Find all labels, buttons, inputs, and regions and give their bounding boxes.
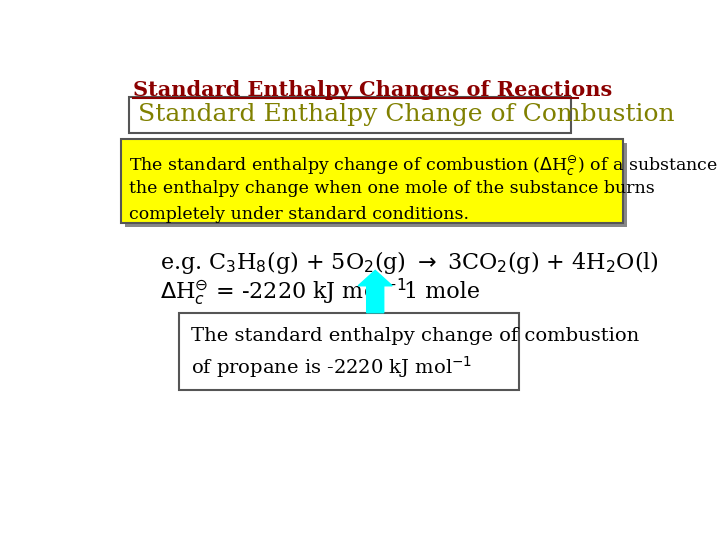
- FancyBboxPatch shape: [129, 97, 570, 132]
- FancyBboxPatch shape: [179, 313, 518, 390]
- Text: Standard Enthalpy Change of Combustion: Standard Enthalpy Change of Combustion: [138, 103, 675, 126]
- FancyBboxPatch shape: [121, 139, 624, 222]
- Text: Standard Enthalpy Changes of Reactions: Standard Enthalpy Changes of Reactions: [132, 80, 612, 100]
- Text: The standard enthalpy change of combustion ($\Delta$H$^{\ominus}_{c}$) of a subs: The standard enthalpy change of combusti…: [129, 155, 720, 179]
- FancyArrow shape: [358, 271, 392, 313]
- Text: 1 mole: 1 mole: [404, 281, 480, 303]
- Text: $\Delta$H$^{\ominus}_{c}$ = -2220 kJ mol$^{-1}$: $\Delta$H$^{\ominus}_{c}$ = -2220 kJ mol…: [160, 276, 407, 308]
- Text: completely under standard conditions.: completely under standard conditions.: [129, 206, 469, 222]
- Text: The standard enthalpy change of combustion: The standard enthalpy change of combusti…: [191, 327, 639, 345]
- FancyBboxPatch shape: [125, 143, 627, 226]
- Text: e.g. C$_3$H$_8$(g) + 5O$_2$(g) $\rightarrow$ 3CO$_2$(g) + 4H$_2$O(l): e.g. C$_3$H$_8$(g) + 5O$_2$(g) $\rightar…: [160, 249, 659, 276]
- Text: of propane is -2220 kJ mol$^{-1}$: of propane is -2220 kJ mol$^{-1}$: [191, 354, 472, 380]
- Text: the enthalpy change when one mole of the substance burns: the enthalpy change when one mole of the…: [129, 180, 654, 197]
